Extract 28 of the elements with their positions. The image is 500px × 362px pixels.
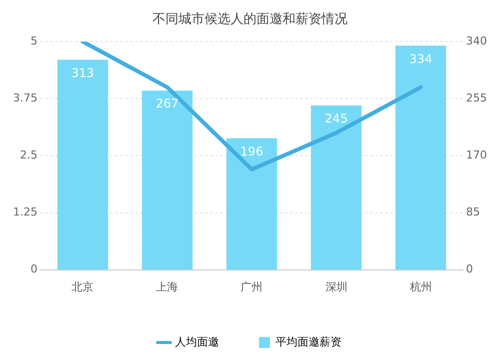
text: 334 <box>409 52 432 66</box>
bar <box>226 138 278 270</box>
y-tick-label: 0 <box>30 262 38 276</box>
bar <box>395 46 446 270</box>
text: 245 <box>324 111 348 126</box>
y2-tick-label: 255 <box>466 92 488 105</box>
x-tick-label: 北京 <box>72 280 94 294</box>
y2-tick-label: 0 <box>466 262 474 276</box>
legend-label: 人均面邀 <box>175 335 219 348</box>
text: 267 <box>156 96 179 111</box>
x-tick-label: 上海 <box>156 280 178 294</box>
y-tick-label: 1.25 <box>12 206 38 219</box>
x-tick-label: 广州 <box>240 280 263 294</box>
x-tick-label: 深圳 <box>325 280 348 294</box>
y-tick-label: 5 <box>30 34 38 48</box>
y-tick-label: 2.5 <box>20 148 38 162</box>
bar <box>57 60 108 270</box>
y-tick-label: 3.75 <box>12 92 38 105</box>
text: 196 <box>240 144 264 158</box>
y2-tick-label: 85 <box>466 206 480 219</box>
x-tick-label: 杭州 <box>408 280 432 294</box>
y2-tick-label: 170 <box>466 148 488 162</box>
y2-tick-label: 340 <box>466 34 488 48</box>
bar <box>310 105 362 270</box>
bar <box>142 90 193 270</box>
text: 313 <box>71 66 94 80</box>
chart-title: 不同城市候选人的面邀和薪资情况 <box>152 12 348 28</box>
legend-label: 平均面邀薪资 <box>276 335 342 348</box>
